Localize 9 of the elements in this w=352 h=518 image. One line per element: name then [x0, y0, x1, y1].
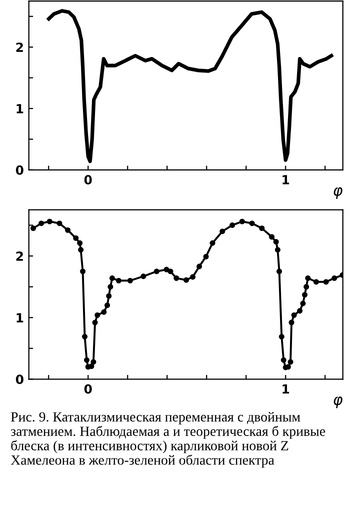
y-tick-label: 0 [16, 165, 24, 175]
y-tick-label: 2 [16, 251, 23, 261]
y-tick-label: 1 [16, 313, 24, 322]
text: Рис. 9. Катаклизмическая переменная с двойным затмением. Наблюдаемая а и теоретическая б кривые блеска (в интенсивностях) карликовой новой Z Хамелеона в желто-зеленой области спектра [10, 412, 326, 468]
x-axis-title: φ [334, 187, 342, 199]
y-tick-label: 0 [16, 374, 24, 384]
y-tick-label: 2 [16, 42, 23, 52]
x-axis-title: φ [334, 396, 342, 408]
y-tick-label: 1 [16, 104, 24, 114]
